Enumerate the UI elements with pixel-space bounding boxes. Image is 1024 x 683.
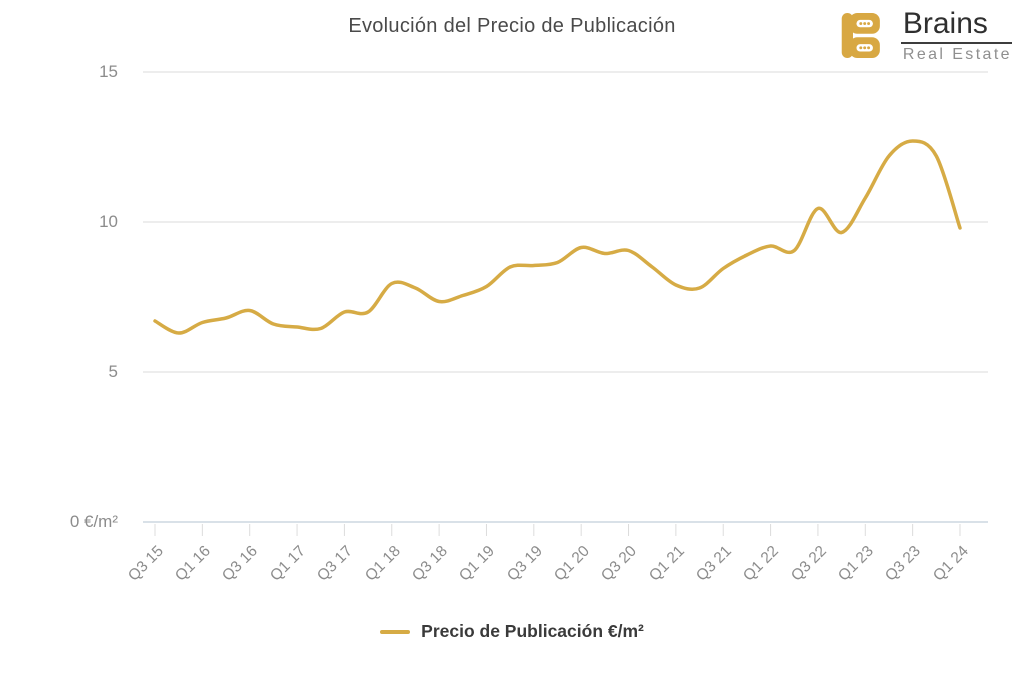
legend-label: Precio de Publicación €/m²: [421, 621, 644, 641]
price-line-series: [153, 139, 962, 335]
legend-item[interactable]: Precio de Publicación €/m²: [380, 621, 644, 642]
brand-subtitle: Real Estate: [902, 45, 1012, 63]
chart-legend: Precio de Publicación €/m²: [0, 621, 1024, 642]
chart-title: Evolución del Precio de Publicación: [348, 15, 676, 37]
y-axis-label: 5: [108, 362, 118, 381]
y-axis-label: 0 €/m²: [69, 512, 118, 531]
y-axis-label: 15: [99, 62, 118, 81]
legend-line-swatch: [380, 629, 411, 634]
y-axis-label: 10: [99, 212, 118, 231]
brains-logo-icon: [841, 13, 880, 59]
brand-logo: Brains Real Estate: [840, 8, 1012, 64]
brand-logo-text: Brains Real Estate: [900, 8, 1012, 64]
brand-name: Brains: [900, 8, 1012, 44]
